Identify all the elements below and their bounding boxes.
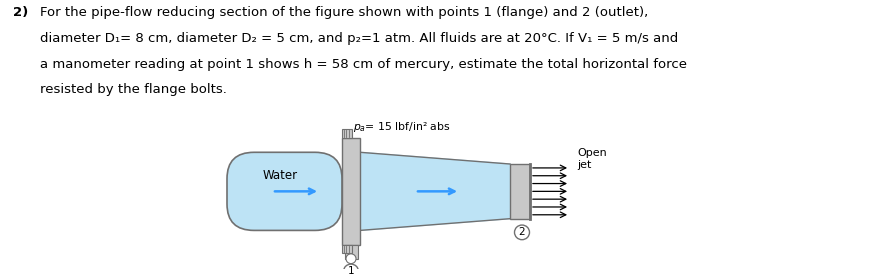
Bar — [342, 245, 352, 253]
Text: 1: 1 — [347, 266, 354, 276]
Bar — [342, 129, 352, 138]
Text: resisted by the flange bolts.: resisted by the flange bolts. — [40, 83, 227, 97]
Text: a manometer reading at point 1 shows h = 58 cm of mercury, estimate the total ho: a manometer reading at point 1 shows h =… — [40, 58, 687, 71]
Text: $p_a$= 15 lbf/in² abs: $p_a$= 15 lbf/in² abs — [354, 120, 451, 134]
Text: diameter D₁= 8 cm, diameter D₂ = 5 cm, and p₂=1 atm. All fluids are at 20°C. If : diameter D₁= 8 cm, diameter D₂ = 5 cm, a… — [40, 32, 678, 45]
Circle shape — [346, 254, 356, 264]
Text: 2): 2) — [13, 6, 28, 19]
Text: Water: Water — [262, 169, 298, 182]
Text: Open
jet: Open jet — [577, 148, 606, 170]
Circle shape — [344, 264, 359, 276]
Circle shape — [514, 225, 529, 240]
Text: 2: 2 — [519, 227, 525, 237]
FancyBboxPatch shape — [227, 152, 342, 230]
Bar — [345, 245, 358, 259]
Polygon shape — [360, 152, 510, 230]
Text: For the pipe-flow reducing section of the figure shown with points 1 (flange) an: For the pipe-flow reducing section of th… — [40, 6, 648, 19]
Bar — [342, 138, 360, 245]
Bar — [510, 164, 530, 219]
